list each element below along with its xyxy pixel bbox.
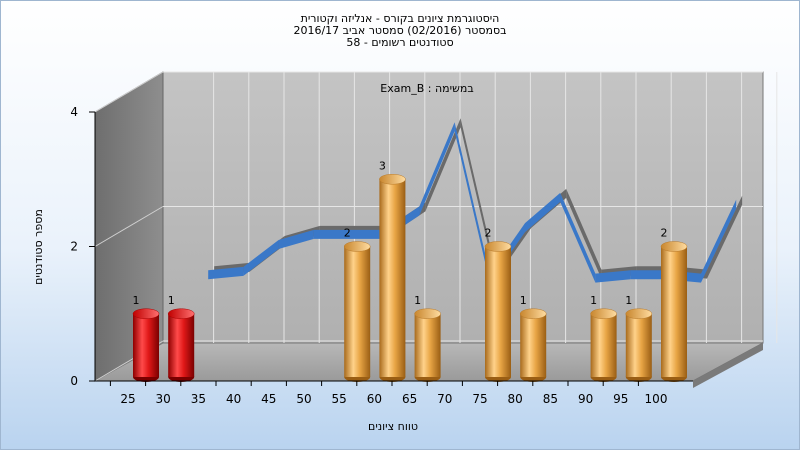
data-label: 1	[414, 294, 421, 307]
bar-80	[520, 313, 547, 377]
chart-title-line-1: היסטוגרמת ציונים בקורס - אנליזה וקטורית	[300, 12, 500, 25]
x-tick-label: 80	[508, 392, 523, 406]
grid-side	[94, 71, 164, 113]
x-tick-label: 55	[332, 392, 347, 406]
trend-ribbon-segment	[278, 229, 314, 249]
trend-ribbon-segment	[454, 122, 490, 283]
trend-ribbon-segment	[560, 192, 596, 283]
bar-90	[590, 313, 617, 377]
trend-ribbon-segment	[595, 270, 631, 283]
trend-ribbon-segment	[630, 270, 666, 280]
trend-ribbon-segment	[349, 229, 385, 239]
bar-top	[167, 308, 195, 319]
x-tick-label: 90	[578, 392, 593, 406]
data-label: 2	[344, 227, 351, 240]
x-tick-label: 85	[543, 392, 558, 406]
y-tick-label: 2	[70, 240, 78, 254]
trend-ribbon-segment	[701, 199, 737, 283]
bar-top	[484, 241, 512, 252]
bar-top	[660, 241, 688, 252]
x-tick-label: 60	[367, 392, 382, 406]
bar-top	[590, 308, 617, 319]
chart-title-line-3: סטודנטים רשומים - 58	[346, 36, 454, 49]
bar-top	[379, 174, 406, 185]
trend-ribbon-segment	[208, 266, 244, 280]
trend-ribbon-back	[460, 118, 496, 279]
bar-100	[661, 246, 687, 377]
bar-25	[133, 313, 159, 377]
axes: 0 2 4 25 30 35 40 45 50 55 60 65 70 75 80 85 90 95 100	[70, 105, 693, 406]
chart-title-line-2: בסמסטר (02/2016) סמסטר אביב 2016/17	[293, 24, 507, 37]
grid-lines	[94, 71, 778, 382]
data-label: 1	[520, 294, 527, 307]
x-tick-label: 40	[226, 392, 241, 406]
x-tick-label: 45	[261, 392, 276, 406]
bar-95	[625, 313, 652, 377]
trend-ribbon-back	[425, 118, 461, 212]
bar-top	[343, 241, 371, 252]
trend-ribbon-segment	[243, 239, 279, 276]
bar-55	[344, 246, 371, 377]
x-tick-label: 35	[191, 392, 206, 406]
x-tick-label: 65	[402, 392, 417, 406]
bar-top	[519, 308, 547, 319]
trend-ribbon-segment	[313, 229, 349, 239]
bar-60	[379, 179, 406, 377]
x-tick-label: 30	[156, 392, 171, 406]
bar-65	[414, 313, 441, 377]
trend-ribbon-back	[707, 195, 743, 279]
y-tick-label: 0	[70, 374, 78, 388]
x-tick-label: 95	[613, 392, 628, 406]
x-tick-label: 100	[645, 392, 668, 406]
trend-ribbon-segment	[419, 122, 455, 216]
bar-top	[414, 308, 441, 319]
data-label: 1	[625, 294, 632, 307]
trend-ribbon	[208, 118, 743, 283]
y-tick-label: 4	[70, 105, 78, 119]
x-tick-label: 70	[437, 392, 452, 406]
bar-top	[625, 308, 653, 319]
trend-ribbon-back	[566, 188, 602, 279]
x-tick-label: 50	[296, 392, 311, 406]
chart-annotation: Exam_B : במשימה	[380, 82, 473, 95]
data-label: 1	[168, 294, 175, 307]
grid-side	[94, 206, 164, 247]
data-label: 2	[661, 227, 668, 240]
bar-30	[168, 313, 195, 377]
bars: 1 1 2 3 1 2 1 1 1 2	[133, 159, 688, 382]
data-label: 2	[485, 227, 492, 240]
x-tick-label: 25	[120, 392, 135, 406]
x-tick-label: 75	[472, 392, 487, 406]
data-label: 1	[590, 294, 597, 307]
data-label: 3	[379, 159, 386, 172]
data-label: 1	[133, 294, 140, 307]
trend-ribbon-segment	[525, 192, 561, 233]
y-axis-label: מספר סטודנטים	[32, 209, 45, 285]
bar-top	[132, 308, 160, 319]
x-axis-label: טווח ציונים	[368, 420, 418, 433]
bar-75	[485, 246, 511, 377]
floor-edge	[693, 343, 763, 388]
